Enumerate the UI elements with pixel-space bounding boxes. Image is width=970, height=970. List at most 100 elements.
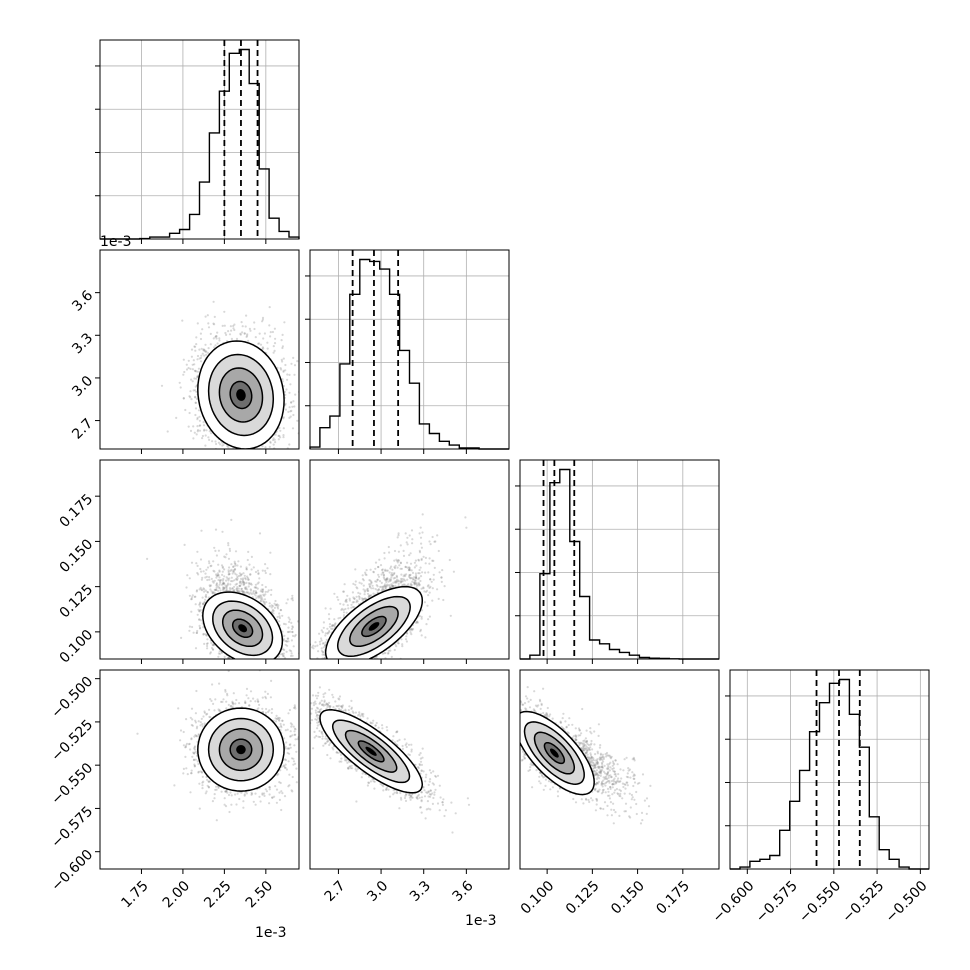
sample-point [194, 401, 197, 404]
sample-point [194, 647, 198, 650]
pair-panel-0-1 [160, 300, 304, 474]
sample-point [201, 434, 204, 438]
sample-point [198, 618, 201, 621]
sample-point [227, 542, 230, 545]
sample-point [279, 429, 282, 432]
sample-point [278, 620, 281, 623]
sample-point [202, 349, 205, 352]
sample-point [244, 659, 246, 661]
sample-point [226, 583, 229, 587]
sample-point [250, 453, 252, 455]
sample-point [290, 362, 293, 365]
sample-point [205, 353, 208, 356]
sample-point [240, 661, 242, 663]
sample-point [250, 583, 253, 586]
sample-point [189, 390, 192, 393]
sample-point [288, 618, 291, 621]
sample-point [235, 582, 238, 586]
sample-point [302, 438, 304, 440]
sample-point [199, 619, 202, 622]
sample-point [271, 330, 274, 334]
sample-point [223, 555, 226, 558]
sample-point [266, 347, 269, 350]
sample-point [229, 569, 232, 573]
sample-point [285, 388, 288, 391]
sample-point [227, 656, 230, 659]
sample-point [286, 644, 289, 647]
sample-point [214, 549, 217, 553]
sample-point [274, 604, 277, 607]
sample-point [266, 567, 269, 570]
sample-point [226, 444, 229, 448]
sample-point [241, 590, 244, 593]
sample-point [190, 348, 194, 351]
sample-point [289, 415, 292, 418]
sample-point [201, 589, 204, 592]
sample-point [211, 440, 214, 443]
sample-point [236, 450, 238, 452]
sample-point [250, 592, 253, 596]
sample-point [208, 578, 211, 581]
sample-point [198, 602, 201, 605]
sample-point [257, 342, 260, 345]
sample-point [215, 584, 218, 587]
sample-point [302, 634, 304, 636]
sample-point [289, 676, 291, 678]
sample-point [194, 395, 197, 398]
sample-point [217, 549, 220, 552]
sample-point [195, 631, 199, 635]
sample-point [249, 573, 252, 576]
sample-point [202, 626, 205, 629]
sample-point [231, 572, 234, 575]
sample-point [206, 647, 209, 650]
sample-point [227, 662, 229, 664]
sample-point [293, 635, 296, 638]
sample-point [291, 599, 294, 602]
sample-point [234, 550, 238, 553]
sample-point [282, 357, 285, 360]
sample-point [282, 648, 285, 651]
sample-point [268, 679, 270, 681]
sample-point [210, 590, 213, 593]
sample-point [196, 374, 199, 377]
sample-point [240, 582, 243, 585]
sample-point [237, 472, 239, 474]
sample-point [264, 569, 267, 573]
sample-point [200, 529, 203, 532]
sample-point [195, 336, 198, 339]
sample-point [207, 326, 211, 329]
sample-point [244, 464, 246, 466]
sample-point [190, 596, 194, 599]
sample-point [269, 331, 272, 334]
sample-point [230, 563, 233, 566]
sample-point [291, 654, 294, 657]
sample-point [283, 634, 286, 637]
sample-point [281, 652, 284, 656]
sample-point [203, 642, 206, 646]
sample-point [215, 576, 218, 579]
sample-point [296, 620, 299, 623]
sample-point [236, 589, 240, 593]
sample-point [202, 632, 205, 636]
sample-point [265, 667, 267, 669]
sample-point [238, 581, 241, 585]
sample-point [196, 425, 199, 428]
sample-point [269, 335, 272, 338]
sample-point [224, 584, 227, 587]
sample-point [236, 586, 239, 589]
sample-point [237, 671, 239, 673]
sample-point [249, 588, 252, 591]
sample-point [208, 584, 211, 587]
sample-point [296, 419, 299, 422]
sample-point [206, 590, 209, 594]
sample-point [240, 321, 243, 324]
sample-point [250, 463, 252, 465]
sample-point [259, 671, 261, 673]
sample-point [239, 332, 242, 335]
sample-point [199, 586, 202, 590]
sample-point [286, 373, 289, 376]
sample-point [207, 436, 210, 439]
sample-point [239, 565, 242, 568]
sample-point [233, 568, 237, 571]
sample-point [236, 575, 239, 579]
